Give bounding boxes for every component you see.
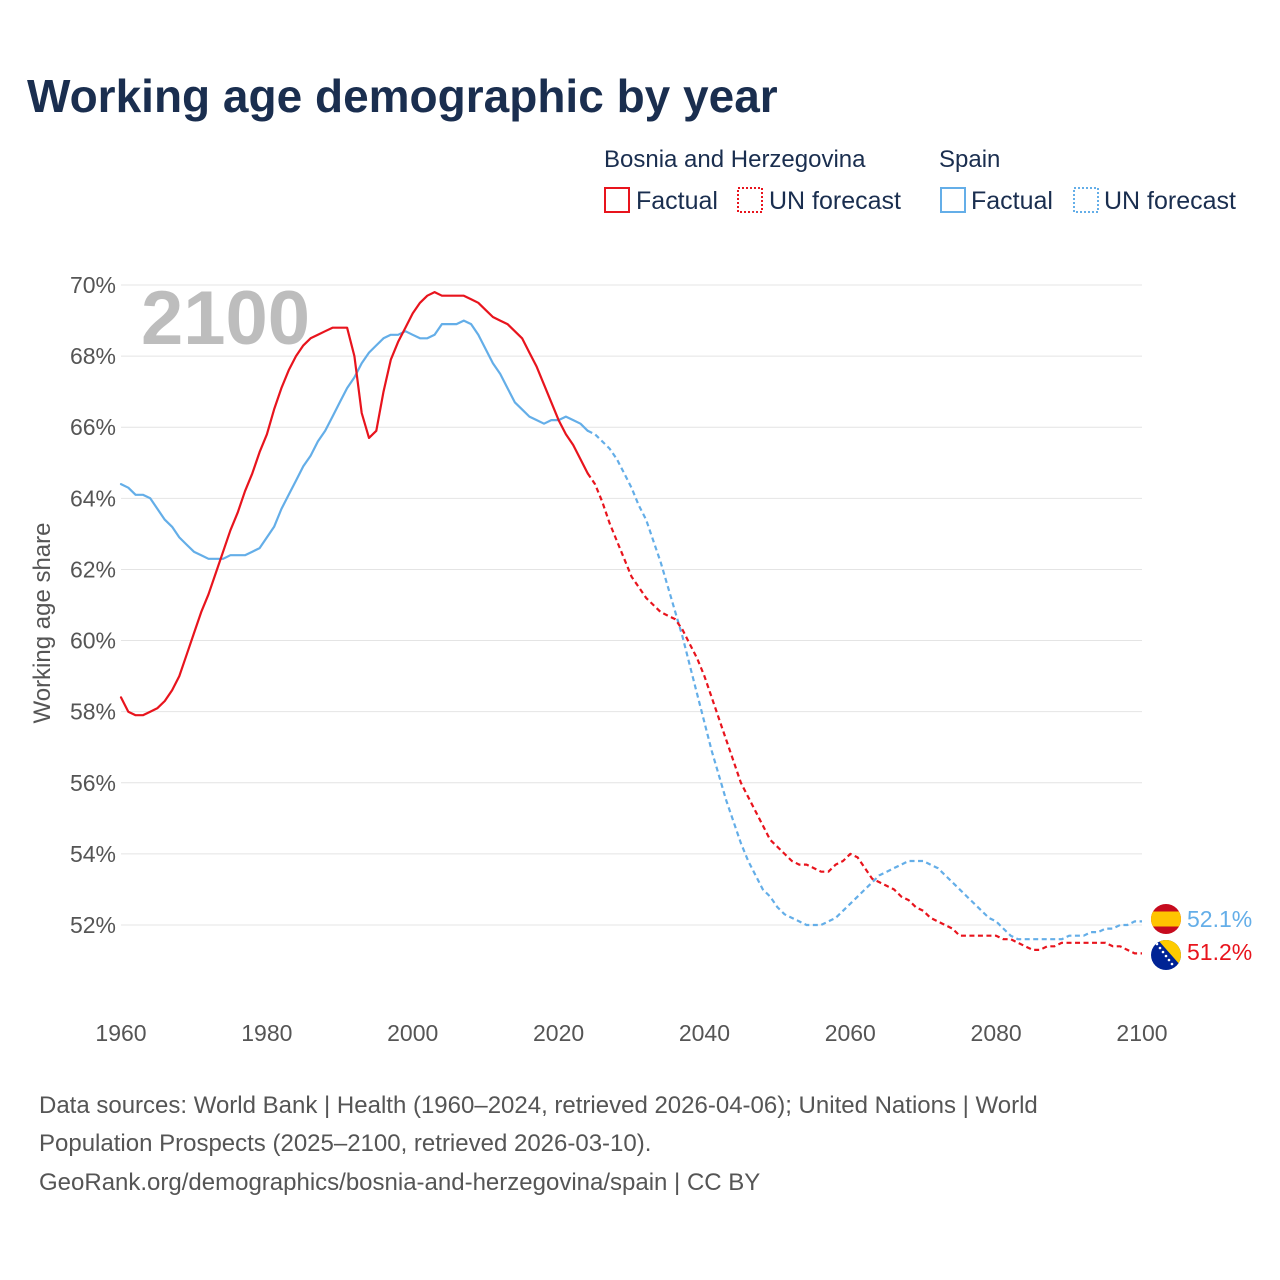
legend-label-bosnia-forecast[interactable]: UN forecast (769, 187, 901, 215)
spain-flag-icon (1151, 904, 1181, 934)
footer-sources-line1: Data sources: World Bank | Health (1960–… (39, 1092, 1038, 1119)
legend-swatch-spain-forecast[interactable] (1073, 187, 1099, 213)
x-tick-label: 2100 (1116, 1020, 1167, 1046)
legend-group-spain: Spain (939, 146, 1000, 173)
gridlines (121, 284, 1142, 926)
x-tick-label: 2020 (533, 1020, 584, 1046)
y-tick-label: 70% (70, 272, 116, 298)
spain-end-label: 52.1% (1187, 906, 1252, 932)
y-tick-label: 64% (70, 485, 116, 511)
y-tick-label: 66% (70, 414, 116, 440)
y-tick-label: 56% (70, 770, 116, 796)
bosnia-end-marker (1151, 940, 1181, 970)
year-watermark: 2100 (141, 276, 310, 361)
y-tick-label: 60% (70, 628, 116, 654)
spain-end-marker (1151, 904, 1181, 934)
x-tick-label: 2000 (387, 1020, 438, 1046)
bosnia-flag-icon (1151, 940, 1181, 970)
series-lines (119, 291, 1142, 955)
legend-label-spain-factual[interactable]: Factual (971, 187, 1053, 215)
legend-swatch-bosnia-forecast[interactable] (737, 187, 763, 213)
y-tick-label: 54% (70, 841, 116, 867)
footer-sources-line2: Population Prospects (2025–2100, retriev… (39, 1130, 651, 1157)
y-axis-ticks: 52% 54% 56% 58% 60% 62% 64% 66% 68% 70% (70, 272, 116, 938)
legend-swatch-bosnia-factual[interactable] (604, 187, 630, 213)
series-line-bosnia-factual[interactable] (119, 291, 589, 717)
x-tick-label: 2060 (825, 1020, 876, 1046)
y-tick-label: 62% (70, 556, 116, 582)
x-tick-label: 2040 (679, 1020, 730, 1046)
x-tick-label: 1980 (241, 1020, 292, 1046)
legend-group-bosnia: Bosnia and Herzegovina (604, 146, 866, 173)
legend-label-spain-forecast[interactable]: UN forecast (1104, 187, 1236, 215)
y-axis-label: Working age share (29, 523, 56, 724)
x-axis-ticks: 1960 1980 2000 2020 2040 2060 2080 2100 (95, 1020, 1167, 1046)
y-tick-label: 52% (70, 912, 116, 938)
footer-link[interactable]: GeoRank.org/demographics/bosnia-and-herz… (39, 1169, 760, 1196)
bosnia-end-label: 51.2% (1187, 939, 1252, 965)
y-tick-label: 68% (70, 343, 116, 369)
x-tick-label: 2080 (971, 1020, 1022, 1046)
chart-title: Working age demographic by year (27, 70, 778, 122)
legend-swatch-spain-factual[interactable] (940, 187, 966, 213)
series-line-spain-forecast[interactable] (587, 429, 1142, 941)
legend: Bosnia and Herzegovina Factual UN foreca… (604, 146, 1236, 215)
series-line-spain-factual[interactable] (119, 319, 589, 560)
series-line-bosnia-forecast[interactable] (586, 472, 1142, 955)
legend-label-bosnia-factual[interactable]: Factual (636, 187, 718, 215)
y-tick-label: 58% (70, 699, 116, 725)
x-tick-label: 1960 (95, 1020, 146, 1046)
